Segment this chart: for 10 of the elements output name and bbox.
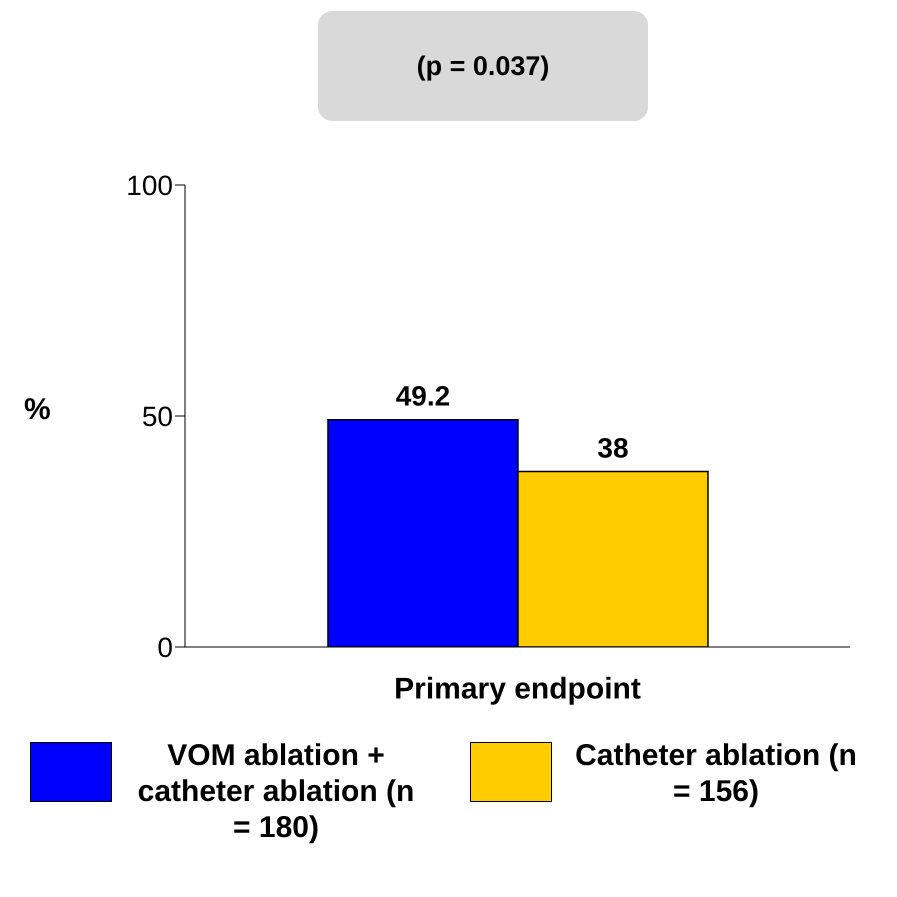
x-tick-label: Primary endpoint	[394, 672, 641, 706]
y-axis-title: %	[24, 393, 51, 427]
y-tick-label: 0	[157, 632, 173, 663]
legend-label: VOM ablation + catheter ablation (n = 180)	[136, 738, 416, 846]
y-tick-label: 100	[126, 170, 173, 201]
text: (p = 0.037)	[318, 11, 648, 121]
legend-label: Catheter ablation (n = 156)	[574, 738, 858, 810]
data-label: 38	[597, 432, 629, 464]
data-label: 49.2	[396, 380, 450, 412]
y-tick-label: 50	[142, 400, 173, 432]
